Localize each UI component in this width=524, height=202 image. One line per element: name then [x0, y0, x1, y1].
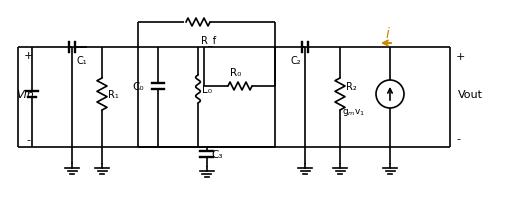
Text: -: - [456, 133, 460, 143]
Text: C₁: C₁ [76, 56, 86, 66]
Text: C₂: C₂ [290, 56, 301, 66]
Text: C₃: C₃ [212, 149, 223, 159]
Text: R₂: R₂ [346, 82, 357, 92]
Text: R₀: R₀ [231, 68, 242, 78]
Text: R₁: R₁ [108, 89, 119, 100]
Text: Vout: Vout [458, 89, 483, 100]
Text: L₀: L₀ [202, 85, 212, 95]
Text: +: + [456, 52, 465, 62]
Text: R_f: R_f [201, 35, 216, 46]
Text: +: + [23, 51, 32, 61]
Text: C₀: C₀ [133, 82, 144, 92]
Text: g$_m$v$_1$: g$_m$v$_1$ [342, 107, 365, 118]
Text: Vin: Vin [16, 89, 34, 100]
Text: $i$: $i$ [385, 26, 391, 41]
Text: -: - [26, 134, 30, 144]
